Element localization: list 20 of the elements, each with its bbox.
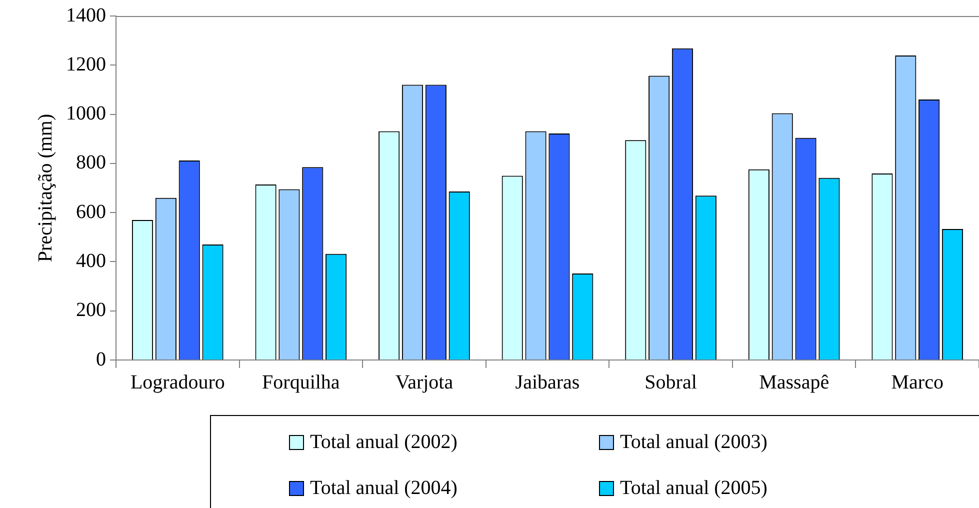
y-tick-label: 1000 <box>66 102 106 125</box>
x-tick-label: Jaibaras <box>515 371 580 394</box>
legend-label: Total anual (2005) <box>620 476 768 500</box>
y-tick-label: 1200 <box>66 53 106 76</box>
x-tick-label: Forquilha <box>262 371 340 394</box>
x-tick-label: Logradouro <box>130 371 225 394</box>
legend-label: Total anual (2004) <box>310 476 458 500</box>
y-tick-label: 800 <box>76 152 106 174</box>
y-tick-label: 1400 <box>66 4 106 26</box>
y-axis-title: Precipitação (mm) <box>34 114 56 262</box>
y-tick-label: 600 <box>76 200 106 223</box>
y-tick-label: 200 <box>76 299 106 322</box>
y-tick-label: 0 <box>96 348 106 370</box>
x-tick-label: Sobral <box>644 371 698 394</box>
x-tick-label: Marco <box>891 371 944 394</box>
x-tick-label: Massapê <box>759 371 830 394</box>
legend-label: Total anual (2003) <box>620 430 768 454</box>
y-tick-label: 400 <box>76 250 106 272</box>
x-tick-label: Varjota <box>395 371 454 394</box>
legend-label: Total anual (2002) <box>310 430 458 454</box>
